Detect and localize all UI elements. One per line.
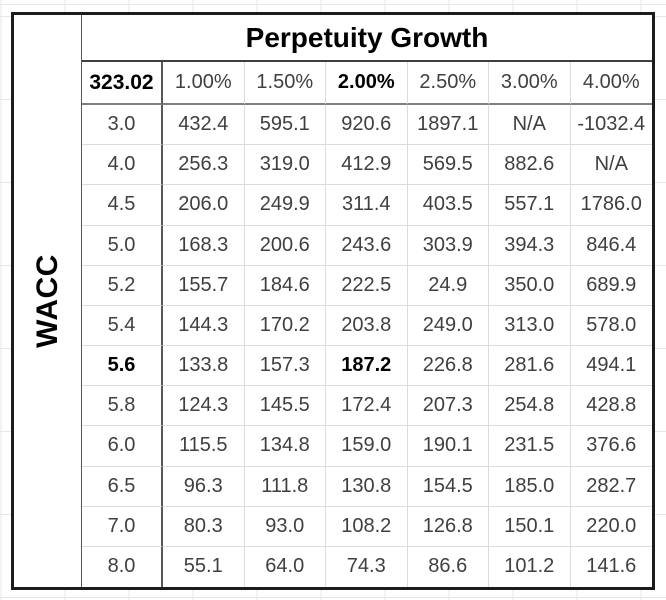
table-cell[interactable]: 154.5 — [407, 466, 489, 507]
table-cell[interactable]: 254.8 — [489, 386, 571, 427]
row-wacc-header-cell[interactable]: 4.0 — [82, 145, 163, 186]
table-cell[interactable]: N/A — [570, 145, 652, 186]
table-cell[interactable]: 172.4 — [326, 386, 408, 427]
table-cell[interactable]: 124.3 — [163, 386, 245, 427]
row-wacc-header-cell[interactable]: 6.0 — [82, 426, 163, 467]
sensitivity-table: WACC Perpetuity Growth 323.02 1.00% 1.50%… — [11, 12, 655, 590]
table-cell[interactable]: 319.0 — [244, 145, 326, 186]
table-cell[interactable]: 282.7 — [570, 467, 652, 507]
table-cell[interactable]: 170.2 — [244, 305, 326, 346]
table-cell[interactable]: 101.2 — [489, 546, 571, 587]
table-cell[interactable]: 24.9 — [407, 265, 489, 306]
table-cell[interactable]: 207.3 — [407, 386, 489, 427]
table-cell[interactable]: 882.6 — [489, 145, 571, 186]
table-cell[interactable]: 689.9 — [570, 266, 652, 306]
table-cell[interactable]: 350.0 — [489, 265, 571, 306]
table-cell[interactable]: 1897.1 — [407, 105, 489, 146]
table-cell[interactable]: 231.5 — [489, 426, 571, 467]
table-cell[interactable]: 55.1 — [163, 546, 245, 587]
row-axis-label-cell[interactable]: WACC — [14, 15, 82, 587]
table-cell[interactable]: 200.6 — [244, 225, 326, 266]
background-gridline — [0, 4, 666, 5]
table-cell[interactable]: 222.5 — [326, 265, 408, 306]
row-wacc-header-cell[interactable]: 5.2 — [82, 265, 163, 306]
table-cell[interactable]: 184.6 — [244, 265, 326, 306]
table-cell[interactable]: 74.3 — [326, 546, 408, 587]
table-cell[interactable]: 145.5 — [244, 386, 326, 427]
table-cell[interactable]: 126.8 — [407, 506, 489, 547]
column-header-cell[interactable]: 1.00% — [163, 62, 245, 105]
table-cell[interactable]: 376.6 — [570, 426, 652, 467]
column-header-cell[interactable]: 2.50% — [407, 62, 489, 105]
table-cell[interactable]: 64.0 — [245, 546, 326, 587]
table-cell[interactable]: 256.3 — [163, 145, 245, 186]
row-wacc-header-cell[interactable]: 4.5 — [82, 185, 163, 226]
table-cell[interactable]: 249.9 — [244, 185, 326, 226]
table-cell[interactable]: 920.6 — [326, 105, 408, 146]
table-cell[interactable]: 115.5 — [163, 426, 245, 467]
table-cell[interactable]: 311.4 — [326, 185, 408, 226]
table-cell[interactable]: 249.0 — [407, 305, 489, 346]
row-wacc-header-cell[interactable]: 7.0 — [82, 506, 163, 547]
row-wacc-header-cell[interactable]: 6.5 — [82, 466, 163, 507]
table-cell[interactable]: 1786.0 — [570, 185, 652, 226]
table-cell[interactable]: 144.3 — [163, 305, 245, 346]
table-cell[interactable]: 93.0 — [244, 506, 326, 547]
table-cell[interactable]: 96.3 — [163, 466, 245, 507]
table-cell[interactable]: 134.8 — [244, 426, 326, 467]
table-cell[interactable]: 185.0 — [489, 466, 571, 507]
table-title: Perpetuity Growth — [245, 21, 489, 53]
table-cell[interactable]: 494.1 — [570, 346, 652, 387]
table-cell[interactable]: 846.4 — [570, 226, 652, 266]
row-wacc-header-cell[interactable]: 5.6 — [82, 346, 163, 387]
row-wacc-header-cell[interactable]: 5.4 — [82, 305, 163, 346]
table-cell[interactable]: 595.1 — [244, 105, 326, 146]
row-wacc-header-cell[interactable]: 5.0 — [82, 225, 163, 266]
table-cell[interactable]: 108.2 — [326, 506, 408, 547]
column-header-cell[interactable]: 4.00% — [570, 62, 652, 105]
table-cell[interactable]: 133.8 — [163, 346, 245, 387]
row-wacc-header-cell[interactable]: 8.0 — [82, 546, 163, 587]
table-cell[interactable]: -1032.4 — [570, 105, 652, 146]
table-cell[interactable]: 557.1 — [489, 185, 571, 226]
table-cell[interactable]: 203.8 — [326, 305, 408, 346]
table-cell[interactable]: 187.2 — [326, 346, 408, 387]
table-cell[interactable]: 578.0 — [570, 306, 652, 346]
column-header-cell[interactable]: 2.00% — [326, 62, 408, 105]
table-cell[interactable]: 111.8 — [244, 466, 326, 507]
table-cell[interactable]: 155.7 — [163, 265, 245, 306]
table-cell[interactable]: 157.3 — [244, 346, 326, 387]
table-cell[interactable]: 130.8 — [326, 466, 408, 507]
table-cell[interactable]: 159.0 — [326, 426, 408, 467]
table-cell[interactable]: 394.3 — [489, 225, 571, 266]
table-title-cell[interactable]: Perpetuity Growth — [82, 15, 652, 62]
table-cell[interactable]: 141.6 — [586, 555, 637, 578]
table-cell[interactable]: 86.6 — [408, 546, 489, 587]
table-cell[interactable]: 206.0 — [163, 185, 245, 226]
column-header-cell[interactable]: 3.00% — [489, 62, 571, 105]
table-cell[interactable]: 281.6 — [489, 346, 571, 387]
table-cell[interactable]: 220.0 — [570, 507, 652, 547]
table-cell[interactable]: 80.3 — [163, 506, 245, 547]
table-cell[interactable]: 303.9 — [407, 225, 489, 266]
table-cell[interactable]: 432.4 — [163, 105, 245, 146]
row-wacc-header-cell[interactable]: 5.8 — [82, 386, 163, 427]
table-cell[interactable]: 412.9 — [326, 145, 408, 186]
row-axis-label: WACC — [30, 254, 64, 348]
column-header-cell[interactable]: 1.50% — [244, 62, 326, 105]
table-cell[interactable]: N/A — [489, 105, 571, 146]
row-wacc-header-cell[interactable]: 3.0 — [82, 105, 163, 146]
base-value-cell[interactable]: 323.02 — [82, 62, 163, 105]
table-cell[interactable]: 190.1 — [407, 426, 489, 467]
table-cell[interactable]: 428.8 — [570, 386, 652, 427]
base-value: 323.02 — [89, 70, 154, 94]
table-cell[interactable]: 168.3 — [163, 225, 245, 266]
table-cell[interactable]: 403.5 — [407, 185, 489, 226]
table-cell[interactable]: 313.0 — [489, 305, 571, 346]
table-cell[interactable]: 150.1 — [489, 506, 571, 547]
table-cell[interactable]: 226.8 — [407, 346, 489, 387]
table-cell[interactable]: 243.6 — [326, 225, 408, 266]
table-cell[interactable]: 569.5 — [407, 145, 489, 186]
